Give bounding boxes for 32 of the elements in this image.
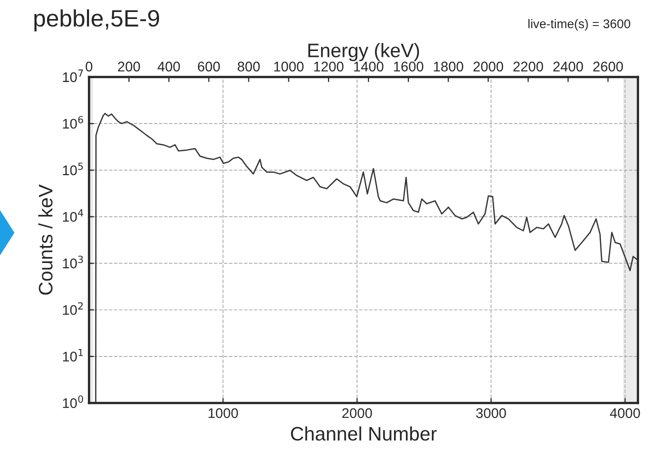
x2-tick-label: 1800: [434, 62, 464, 72]
line-series: [94, 112, 638, 404]
x2-tick-label: 1200: [314, 62, 344, 72]
x2-tick-label: 400: [158, 62, 180, 72]
x2-axis-title: Energy (keV): [308, 43, 420, 62]
x2-tick-label: 0: [86, 62, 92, 72]
x2-tick-label: 800: [238, 62, 260, 72]
x2-tick-label: 2200: [513, 62, 544, 72]
y-tick-label: 10$^{7}$: [63, 70, 83, 82]
x-tick-label: 3000: [476, 408, 506, 418]
chart-title: pebble,5E-9: [34, 9, 160, 32]
x2-tick-label: 200: [118, 62, 140, 72]
y-tick-label: 10$^{1}$: [63, 348, 83, 362]
x2-tick-label: 2000: [473, 62, 504, 72]
x2-tick-label: 600: [198, 62, 220, 72]
text: live-time(s) = 3600: [528, 19, 630, 31]
y-tick-label: 10$^{4}$: [63, 209, 84, 222]
y-axis-title: Counts / keV: [38, 184, 53, 295]
x-tick-label: 1000: [208, 408, 238, 418]
y-tick-label: 10$^{0}$: [63, 395, 84, 408]
x2-tick-label: 1400: [354, 62, 384, 72]
x-axis-title: Channel Number: [290, 426, 437, 441]
y-tick-label: 10$^{5}$: [63, 162, 83, 176]
x2-tick-label: 1000: [274, 62, 304, 72]
x-tick-label: 2000: [342, 408, 372, 418]
y-tick-label: 10$^{3}$: [63, 256, 83, 268]
x-tick-label: 4000: [610, 408, 640, 418]
y-tick-label: 10$^{2}$: [63, 302, 83, 315]
y-tick-label: 10$^{6}$: [63, 116, 84, 129]
x2-tick-label: 2600: [593, 62, 623, 72]
x2-tick-label: 2400: [553, 62, 583, 72]
x2-tick-label: 1600: [394, 62, 424, 72]
